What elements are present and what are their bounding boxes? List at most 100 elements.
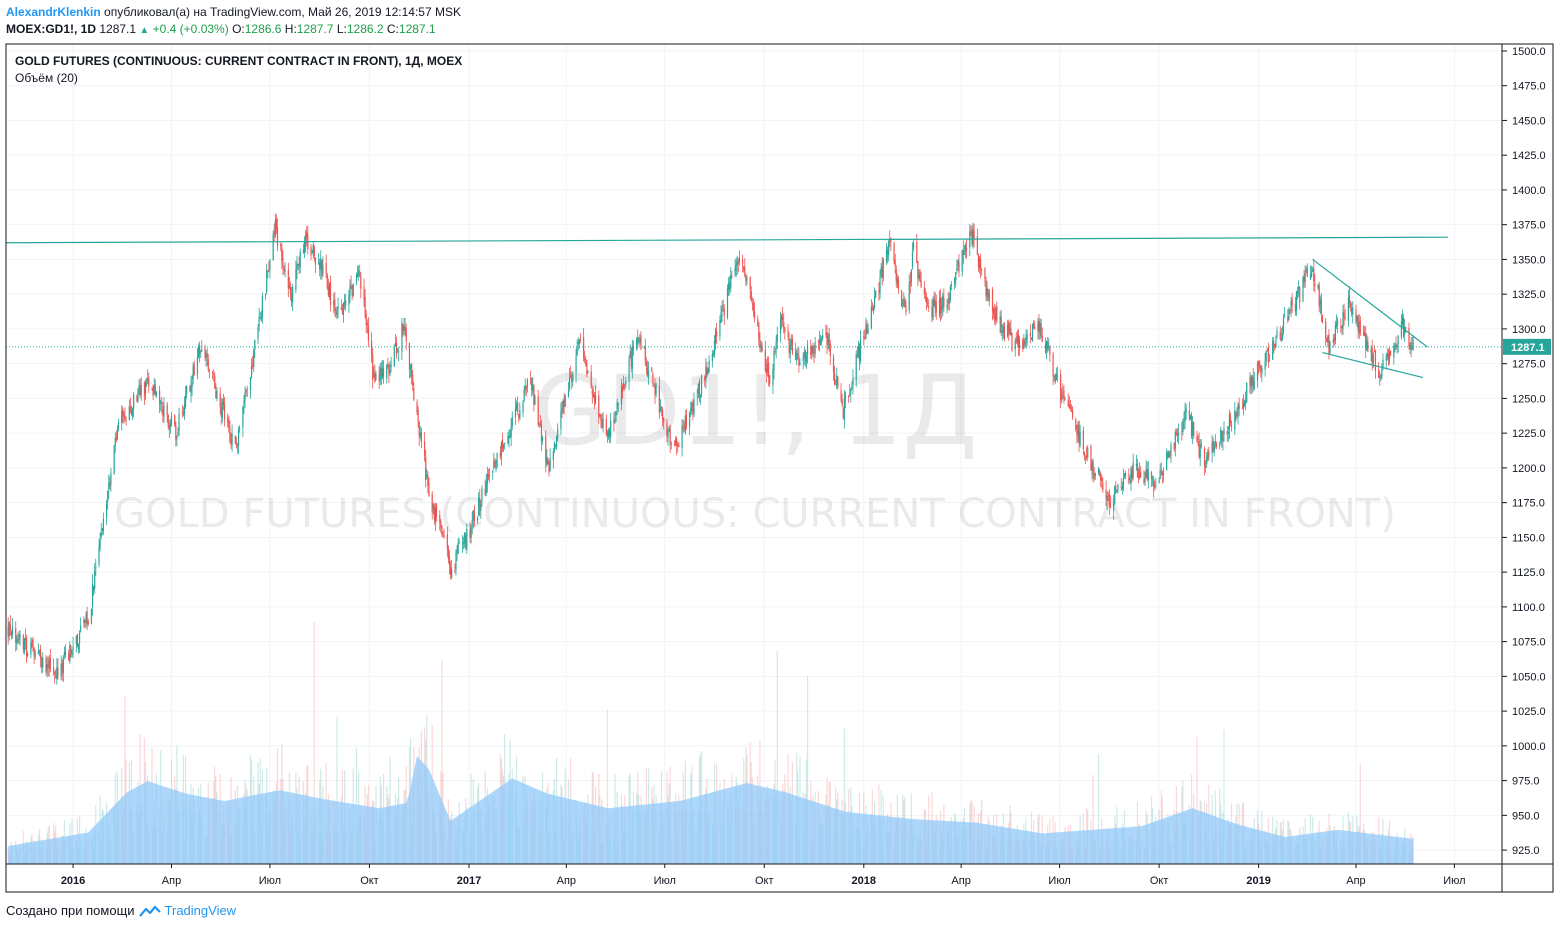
candlestick-series [7, 213, 1414, 685]
candle-body [628, 358, 630, 383]
candle-body [1056, 375, 1059, 377]
tradingview-logo-icon[interactable] [138, 904, 161, 918]
candle-body [287, 270, 289, 289]
candle-body [222, 399, 225, 405]
candle-body [328, 282, 331, 298]
time-tick-label: Апр [951, 875, 970, 887]
candle-body [1075, 419, 1077, 430]
time-tick-label: Апр [557, 875, 576, 887]
candle-body [38, 650, 41, 652]
candle-body [806, 345, 809, 355]
candle-body [1087, 447, 1089, 458]
candle-body [486, 473, 488, 484]
candle-body [446, 534, 448, 549]
candle-body [1344, 317, 1346, 319]
candle-body [320, 258, 322, 271]
candle-body [175, 425, 177, 440]
candle-body [166, 404, 168, 416]
candle-body [231, 433, 233, 446]
candle-body [1206, 456, 1208, 465]
candle-body [518, 414, 520, 418]
candle-body [1014, 340, 1016, 350]
candle-body [681, 425, 683, 449]
candle-body [327, 285, 329, 296]
candle-body [310, 246, 312, 256]
candle-body [1379, 376, 1381, 378]
tradingview-link[interactable]: TradingView [164, 903, 237, 918]
candle-body [281, 247, 283, 261]
candle-body [613, 420, 615, 423]
candle-body [683, 429, 685, 431]
candle-body [902, 303, 904, 305]
candle-body [378, 374, 380, 381]
candle-body [1122, 478, 1125, 489]
candle-body [398, 351, 400, 353]
candle-body [1183, 420, 1185, 422]
candle-body [532, 383, 534, 391]
candle-body [713, 340, 716, 355]
author-link[interactable]: AlexandrKlenkin [6, 5, 101, 19]
candle-body [204, 347, 206, 358]
candle-body [729, 281, 731, 289]
candle-body [367, 326, 369, 341]
candle-body [608, 429, 611, 436]
candle-body [522, 400, 524, 413]
candle-body [1335, 323, 1338, 327]
candle-body [184, 394, 187, 407]
candle-body [1410, 342, 1412, 350]
legend-title[interactable]: GOLD FUTURES (CONTINUOUS: CURRENT CONTRA… [15, 54, 462, 68]
candle-body [1343, 313, 1345, 318]
price-chart[interactable]: GD1!, 1Д GOLD FUTURES (CONTINUOUS: CURRE… [0, 0, 1560, 900]
candle-body [49, 657, 51, 670]
candle-body [484, 489, 486, 496]
chart-frame [5, 43, 1554, 893]
trendline-wedge-upper [1312, 258, 1428, 348]
candle-body [1229, 416, 1232, 424]
candle-body [139, 385, 141, 396]
last-price: 1287.1 [99, 22, 137, 36]
candle-body [402, 324, 404, 332]
candle-body [485, 481, 487, 494]
candle-body [1265, 350, 1267, 362]
candle-body [994, 308, 996, 321]
candle-body [746, 278, 748, 281]
candle-body [942, 295, 944, 309]
candle-body [1347, 297, 1349, 321]
candle-body [1291, 299, 1293, 306]
candle-body [924, 296, 927, 298]
price-tick-label: 1050.0 [1512, 671, 1546, 683]
candle-body [1314, 283, 1316, 286]
trendline-resistance [5, 236, 1448, 244]
candle-body [102, 519, 104, 532]
candle-body [129, 406, 131, 411]
candle-body [1274, 344, 1276, 349]
candle-body [1389, 350, 1392, 356]
candle-body [160, 401, 162, 404]
candle-body [86, 612, 88, 624]
candle-body [1185, 408, 1187, 413]
candle-body [561, 408, 563, 411]
candle-body [670, 444, 672, 445]
time-tick-label: 2018 [852, 875, 876, 887]
candle-body [750, 291, 752, 302]
legend-volume[interactable]: Объём (20) [15, 71, 78, 85]
candle-body [1313, 268, 1315, 282]
candle-body [1189, 416, 1192, 419]
candle-body [965, 247, 968, 250]
candle-body [1188, 410, 1190, 420]
candle-body [515, 403, 518, 408]
candle-body [1401, 316, 1404, 324]
candle-body [638, 340, 640, 342]
candle-body [893, 243, 895, 262]
price-tick-label: 975.0 [1512, 776, 1540, 788]
candle-body [723, 308, 725, 317]
candle-body [660, 406, 663, 408]
candle-body [554, 444, 557, 446]
candle-body [881, 266, 883, 279]
candle-body [931, 306, 933, 318]
candle-body [1049, 346, 1051, 355]
candle-body [235, 443, 238, 445]
candle-body [788, 339, 790, 353]
candle-body [523, 389, 525, 401]
candle-body [87, 620, 89, 625]
